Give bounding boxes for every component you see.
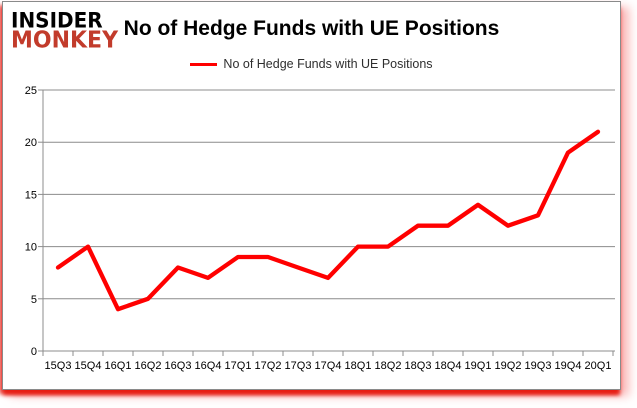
x-axis-label-17Q4: 17Q4	[315, 360, 342, 372]
x-axis-label-16Q4: 16Q4	[195, 360, 222, 372]
y-axis-label-15: 15	[25, 189, 37, 201]
chart-title: No of Hedge Funds with UE Positions	[123, 17, 500, 40]
series-line-hedge-funds	[55, 129, 601, 312]
y-axis-label-5: 5	[31, 294, 37, 306]
x-axis-label-16Q1: 16Q1	[105, 360, 132, 372]
x-axis-label-19Q3: 19Q3	[525, 360, 552, 372]
x-axis-label-18Q3: 18Q3	[405, 360, 432, 372]
insider-monkey-logo: INSIDER MONKEY	[11, 7, 119, 54]
chart-legend: No of Hedge Funds with UE Positions	[3, 56, 620, 72]
x-axis-label-20Q1: 20Q1	[585, 360, 612, 372]
logo-insider-text: INSIDER	[11, 7, 103, 33]
x-axis-label-18Q4: 18Q4	[435, 360, 462, 372]
x-axis-label-17Q3: 17Q3	[285, 360, 312, 372]
x-axis-label-17Q2: 17Q2	[255, 360, 282, 372]
y-axis-label-10: 10	[25, 242, 37, 254]
y-axis-label-0: 0	[31, 346, 37, 358]
x-axis-label-17Q1: 17Q1	[225, 360, 252, 372]
x-axis-label-19Q1: 19Q1	[465, 360, 492, 372]
logo-monkey-text: MONKEY	[11, 27, 119, 54]
x-axis-label-19Q4: 19Q4	[555, 360, 582, 372]
y-axis-label-20: 20	[25, 137, 37, 149]
y-axis-label-25: 25	[25, 85, 37, 97]
x-axis-label-16Q2: 16Q2	[135, 360, 162, 372]
x-axis-label-19Q2: 19Q2	[495, 360, 522, 372]
x-axis-label-15Q3: 15Q3	[45, 360, 72, 372]
x-axis-label-15Q4: 15Q4	[75, 360, 102, 372]
legend-line-swatch-icon	[190, 62, 218, 66]
x-axis-label-18Q2: 18Q2	[375, 360, 402, 372]
chart-card: INSIDER MONKEY No of Hedge Funds with UE…	[2, 1, 621, 390]
x-axis-label-16Q3: 16Q3	[165, 360, 192, 372]
legend-series-label: No of Hedge Funds with UE Positions	[223, 57, 433, 71]
x-axis-label-18Q1: 18Q1	[345, 360, 372, 372]
